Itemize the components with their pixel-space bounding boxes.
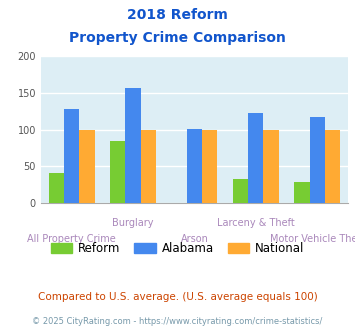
Bar [79, 129, 94, 203]
Bar [263, 129, 279, 203]
Text: Arson: Arson [180, 234, 208, 244]
Text: All Property Crime: All Property Crime [27, 234, 116, 244]
Text: © 2025 CityRating.com - https://www.cityrating.com/crime-statistics/: © 2025 CityRating.com - https://www.city… [32, 317, 323, 326]
Bar [110, 141, 125, 203]
Legend: Reform, Alabama, National: Reform, Alabama, National [46, 237, 309, 260]
Bar [202, 129, 217, 203]
Text: Burglary: Burglary [112, 218, 154, 228]
Bar [64, 109, 79, 203]
Text: 2018 Reform: 2018 Reform [127, 8, 228, 22]
Text: Property Crime Comparison: Property Crime Comparison [69, 31, 286, 45]
Bar [310, 117, 325, 203]
Text: Compared to U.S. average. (U.S. average equals 100): Compared to U.S. average. (U.S. average … [38, 292, 317, 302]
Text: Motor Vehicle Theft: Motor Vehicle Theft [270, 234, 355, 244]
Bar [233, 179, 248, 203]
Bar [141, 129, 156, 203]
Bar [49, 173, 64, 203]
Bar [294, 182, 310, 203]
Bar [248, 113, 263, 203]
Text: Larceny & Theft: Larceny & Theft [217, 218, 295, 228]
Bar [187, 129, 202, 203]
Bar [325, 129, 340, 203]
Bar [125, 88, 141, 203]
